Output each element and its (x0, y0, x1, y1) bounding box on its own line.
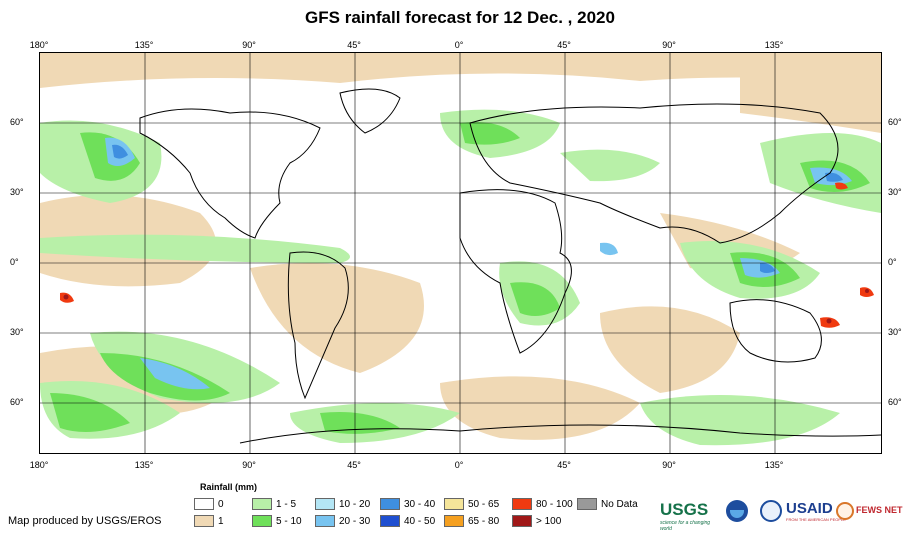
legend-swatch (380, 515, 400, 527)
usaid-logo: USAID FROM THE AMERICAN PEOPLE (786, 500, 846, 522)
legend-swatch (577, 498, 597, 510)
legend-item: 65 - 80 (444, 515, 499, 527)
usaid-seal-icon (760, 500, 782, 522)
lon-tick-top: 135° (134, 40, 154, 50)
legend-item: 10 - 20 (315, 498, 370, 510)
lat-tick-right: 30° (888, 187, 902, 197)
lat-tick-left: 60° (10, 397, 24, 407)
lat-tick-right: 60° (888, 397, 902, 407)
legend-item: 1 (194, 515, 224, 527)
legend-swatch (512, 515, 532, 527)
legend-swatch (252, 498, 272, 510)
legend-label: > 100 (536, 515, 562, 527)
legend-swatch (380, 498, 400, 510)
usaid-logo-text: USAID (786, 500, 833, 517)
legend-item: 20 - 30 (315, 515, 370, 527)
legend-label: 20 - 30 (339, 515, 371, 527)
legend-label: 50 - 65 (468, 498, 500, 510)
legend-item: 0 (194, 498, 224, 510)
legend-label: 65 - 80 (468, 515, 500, 527)
rain-over-100mm-areas (63, 289, 869, 324)
legend-label: 40 - 50 (404, 515, 436, 527)
lon-tick-top: 0° (454, 40, 464, 50)
credit-text: Map produced by USGS/EROS (8, 515, 162, 527)
legend-label: 1 (218, 515, 224, 527)
noaa-logo-icon (726, 500, 748, 522)
lon-tick-bottom: 90° (242, 460, 256, 470)
legend-item: 5 - 10 (252, 515, 302, 527)
graticule (40, 53, 881, 453)
legend-swatch (444, 498, 464, 510)
lat-tick-left: 30° (10, 327, 24, 337)
lat-tick-left: 0° (10, 257, 19, 267)
lon-tick-bottom: 135° (134, 460, 154, 470)
rain-30-40mm-areas (112, 144, 843, 273)
lon-tick-bottom: 180° (29, 460, 49, 470)
legend-title: Rainfall (mm) (200, 482, 258, 492)
map-title: GFS rainfall forecast for 12 Dec. , 2020 (305, 8, 615, 27)
legend-swatch (252, 515, 272, 527)
legend-swatch (444, 515, 464, 527)
lon-tick-bottom: 0° (454, 460, 464, 470)
legend-label: 80 - 100 (536, 498, 573, 510)
lat-tick-left: 30° (10, 187, 24, 197)
lon-tick-top: 90° (662, 40, 676, 50)
lon-tick-top: 135° (764, 40, 784, 50)
legend-item: 40 - 50 (380, 515, 435, 527)
lat-tick-right: 60° (888, 117, 902, 127)
lon-tick-top: 45° (557, 40, 571, 50)
legend-label: 5 - 10 (276, 515, 302, 527)
usgs-tagline: science for a changing world (660, 520, 711, 532)
legend-item: 30 - 40 (380, 498, 435, 510)
legend-label: No Data (601, 498, 638, 510)
lon-tick-bottom: 45° (347, 460, 361, 470)
lat-tick-right: 30° (888, 327, 902, 337)
lat-tick-left: 60° (10, 117, 24, 127)
legend-swatch (194, 498, 214, 510)
legend-item: 50 - 65 (444, 498, 499, 510)
legend-item: 1 - 5 (252, 498, 296, 510)
legend-label: 0 (218, 498, 224, 510)
usgs-logo-text: USGS (660, 500, 709, 519)
fews-net-logo-icon (836, 502, 854, 520)
lon-tick-bottom: 135° (764, 460, 784, 470)
lon-tick-top: 180° (29, 40, 49, 50)
lon-tick-bottom: 90° (662, 460, 676, 470)
usgs-logo: USGS science for a changing world (660, 500, 720, 532)
legend-label: 10 - 20 (339, 498, 371, 510)
rainfall-map (39, 52, 882, 454)
legend-swatch (315, 515, 335, 527)
lat-tick-right: 0° (888, 257, 897, 267)
rainfall-map-graphic (40, 53, 881, 453)
legend-swatch (194, 515, 214, 527)
legend-swatch (512, 498, 532, 510)
legend-item: No Data (577, 498, 638, 510)
usaid-tagline: FROM THE AMERICAN PEOPLE (786, 517, 846, 522)
legend-label: 1 - 5 (276, 498, 297, 510)
lon-tick-top: 45° (347, 40, 361, 50)
legend-swatch (315, 498, 335, 510)
lon-tick-bottom: 45° (557, 460, 571, 470)
legend-item: 80 - 100 (512, 498, 573, 510)
legend-label: 30 - 40 (404, 498, 436, 510)
fews-net-logo-text: FEWS NET (856, 505, 903, 515)
lon-tick-top: 90° (242, 40, 256, 50)
legend-item: > 100 (512, 515, 561, 527)
